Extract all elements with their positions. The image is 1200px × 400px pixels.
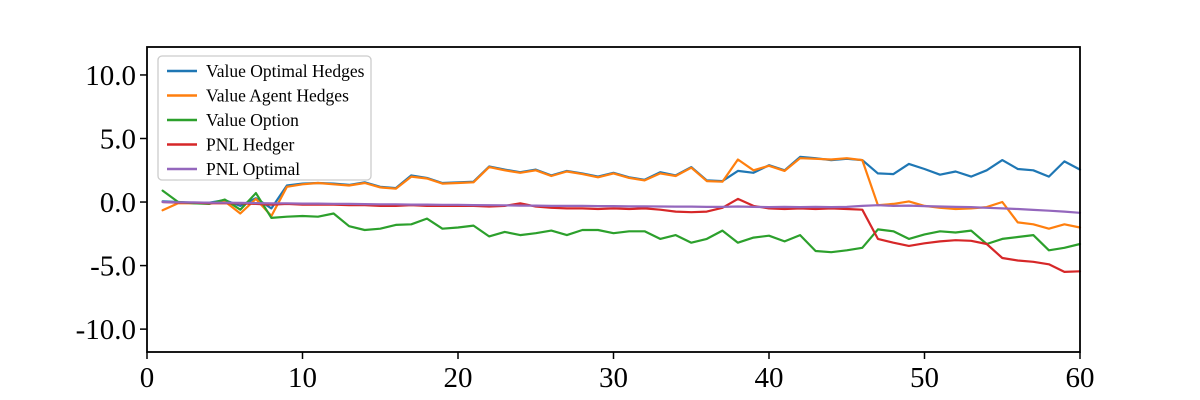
- legend-label-value-optimal-hedges: Value Optimal Hedges: [206, 61, 365, 81]
- legend-label-value-agent-hedges: Value Agent Hedges: [206, 86, 349, 106]
- y-tick-label: -5.0: [90, 251, 136, 283]
- x-tick-label: 50: [910, 362, 939, 394]
- series-line-pnl-optimal: [161, 200, 1082, 214]
- legend-label-pnl-hedger: PNL Hedger: [206, 135, 294, 155]
- x-tick-label: 0: [140, 362, 155, 394]
- x-tick-label: 40: [755, 362, 784, 394]
- y-tick-label: 0.0: [100, 187, 136, 219]
- x-tick-label: 30: [599, 362, 628, 394]
- x-tick-label: 20: [444, 362, 473, 394]
- x-tick-label: 10: [288, 362, 317, 394]
- y-tick-label: 10.0: [85, 60, 136, 92]
- y-tick-label: 5.0: [100, 124, 136, 156]
- legend-label-pnl-optimal: PNL Optimal: [206, 159, 300, 179]
- x-tick-label: 60: [1066, 362, 1095, 394]
- legend-label-value-option: Value Option: [206, 110, 299, 130]
- y-tick-label: -10.0: [76, 314, 136, 346]
- series-line-value-option: [161, 189, 1082, 254]
- plot-border: [146, 46, 1081, 353]
- legend-box: [157, 55, 372, 181]
